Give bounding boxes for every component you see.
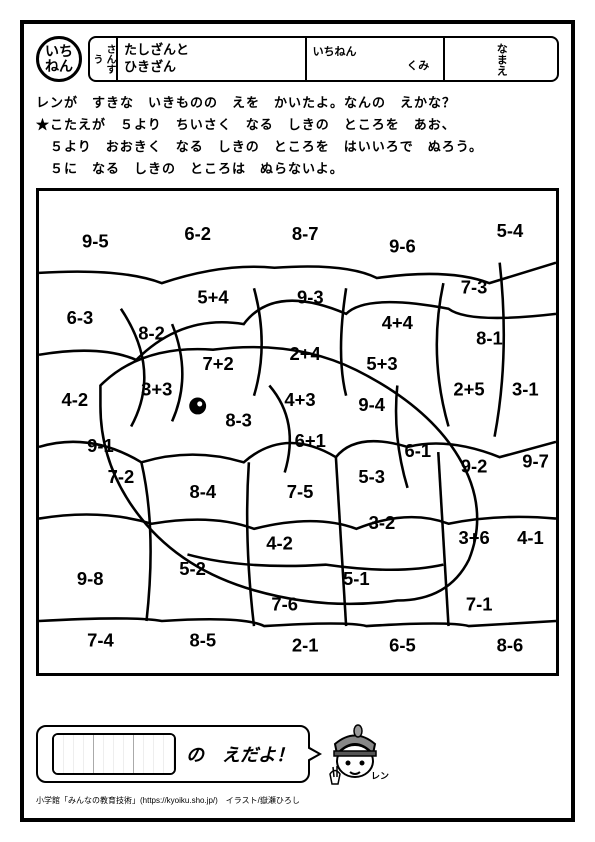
puzzle-expression: 9-8: [77, 569, 104, 590]
puzzle-expression: 7-1: [466, 594, 493, 615]
puzzle-expression: 7-4: [87, 630, 114, 651]
puzzle-expression: 9-3: [297, 287, 324, 308]
puzzle-expression: 2-1: [292, 635, 319, 656]
puzzle-expression: 4-2: [266, 533, 293, 554]
puzzle-expression: 9-1: [87, 435, 114, 456]
puzzle-expression: 4-1: [517, 528, 544, 549]
puzzle-expression: 2+5: [453, 379, 484, 400]
puzzle-expression: 6-3: [67, 307, 94, 328]
puzzle-expression: 3+3: [141, 379, 172, 400]
worksheet-footer: の えだよ！ レン 小学館「みんなの教育技術」(https://kyoiku.s…: [36, 719, 559, 806]
puzzle-expression: 5-4: [497, 220, 524, 241]
instructions: レンが すきな いきものの えを かいたよ。なんの えかな？ ★こたえが ５より…: [36, 92, 559, 180]
answer-box[interactable]: [54, 735, 94, 773]
puzzle-expression: 4-2: [62, 389, 89, 410]
puzzle-expression: 8-2: [138, 323, 165, 344]
answer-box[interactable]: [94, 735, 134, 773]
name-field[interactable]: なまえ: [445, 38, 557, 80]
mascot-icon: レン: [320, 719, 390, 789]
puzzle-expression: 7-3: [461, 277, 488, 298]
header-info-boxes: さんすう たしざんと ひきざん いちねん くみ なまえ: [88, 36, 559, 82]
puzzle-expression: 8-3: [225, 410, 252, 431]
puzzle-expression: 8-7: [292, 224, 319, 245]
puzzle-expression: 7-6: [271, 594, 298, 615]
instruction-line: ５より おおきく なる しきの ところを はいいろで ぬろう。: [36, 136, 559, 158]
answer-speech-bubble: の えだよ！: [36, 725, 310, 783]
puzzle-expression: 3-1: [512, 379, 539, 400]
puzzle-expression: 6-2: [184, 224, 211, 245]
puzzle-expression: 9-2: [461, 456, 488, 477]
puzzle-expression: 8-6: [497, 635, 524, 656]
puzzle-expression: 5+4: [197, 287, 229, 308]
dolphin-eye-highlight: [197, 402, 202, 407]
puzzle-expression: 7-5: [287, 481, 314, 502]
puzzle-expression: 9-6: [389, 236, 416, 257]
puzzle-expression: 5-1: [343, 569, 370, 590]
puzzle-expression: 3-2: [369, 512, 396, 533]
puzzle-expression: 9-4: [358, 394, 385, 415]
instruction-line: ５に なる しきの ところは ぬらないよ。: [36, 158, 559, 180]
puzzle-expression: 7+2: [203, 354, 234, 375]
answer-suffix-text: の えだよ！: [186, 741, 294, 767]
puzzle-expression: 6-5: [389, 635, 416, 656]
puzzle-expression: 8-1: [476, 328, 503, 349]
class-field[interactable]: いちねん くみ: [307, 38, 446, 80]
puzzle-expression: 6+1: [295, 430, 326, 451]
puzzle-expression: 9-5: [82, 231, 109, 252]
grade-badge: いちねん: [36, 36, 82, 82]
svg-text:レン: レン: [371, 771, 389, 781]
puzzle-expression: 4+3: [284, 389, 315, 410]
dolphin-eye: [191, 399, 205, 413]
puzzle-expression: 3+6: [458, 528, 489, 549]
puzzle-expression: 2+4: [290, 343, 322, 364]
instruction-line: ★こたえが ５より ちいさく なる しきの ところを あお、: [36, 114, 559, 136]
puzzle-expression: 8-4: [189, 481, 216, 502]
answer-input-boxes[interactable]: [52, 733, 176, 775]
puzzle-expression: 5-2: [179, 558, 206, 579]
puzzle-expression: 6-1: [404, 441, 431, 462]
coloring-puzzle: 9-5 6-2 8-7 9-6 5-4 7-3 6-3 5+4 9-3 4+4 8-2 8-1 7+2 2…: [36, 188, 559, 675]
answer-box[interactable]: [134, 735, 174, 773]
puzzle-expression: 5-3: [358, 466, 385, 487]
puzzle-expression: 5+3: [366, 354, 397, 375]
puzzle-expression: 7-2: [108, 466, 135, 487]
worksheet-title: たしざんと ひきざん: [118, 38, 307, 80]
worksheet-header: いちねん さんすう たしざんと ひきざん いちねん くみ なまえ: [36, 36, 559, 82]
puzzle-svg: 9-5 6-2 8-7 9-6 5-4 7-3 6-3 5+4 9-3 4+4 8-2 8-1 7+2 2…: [39, 191, 556, 672]
credit-line: 小学館「みんなの教育技術」(https://kyoiku.sho.jp/) イラ…: [36, 795, 559, 806]
puzzle-expression: 4+4: [382, 313, 414, 334]
subject-label: さんすう: [90, 38, 118, 80]
puzzle-expression: 9-7: [522, 451, 549, 472]
puzzle-expression: 8-5: [189, 630, 216, 651]
instruction-line: レンが すきな いきものの えを かいたよ。なんの えかな？: [36, 92, 559, 114]
